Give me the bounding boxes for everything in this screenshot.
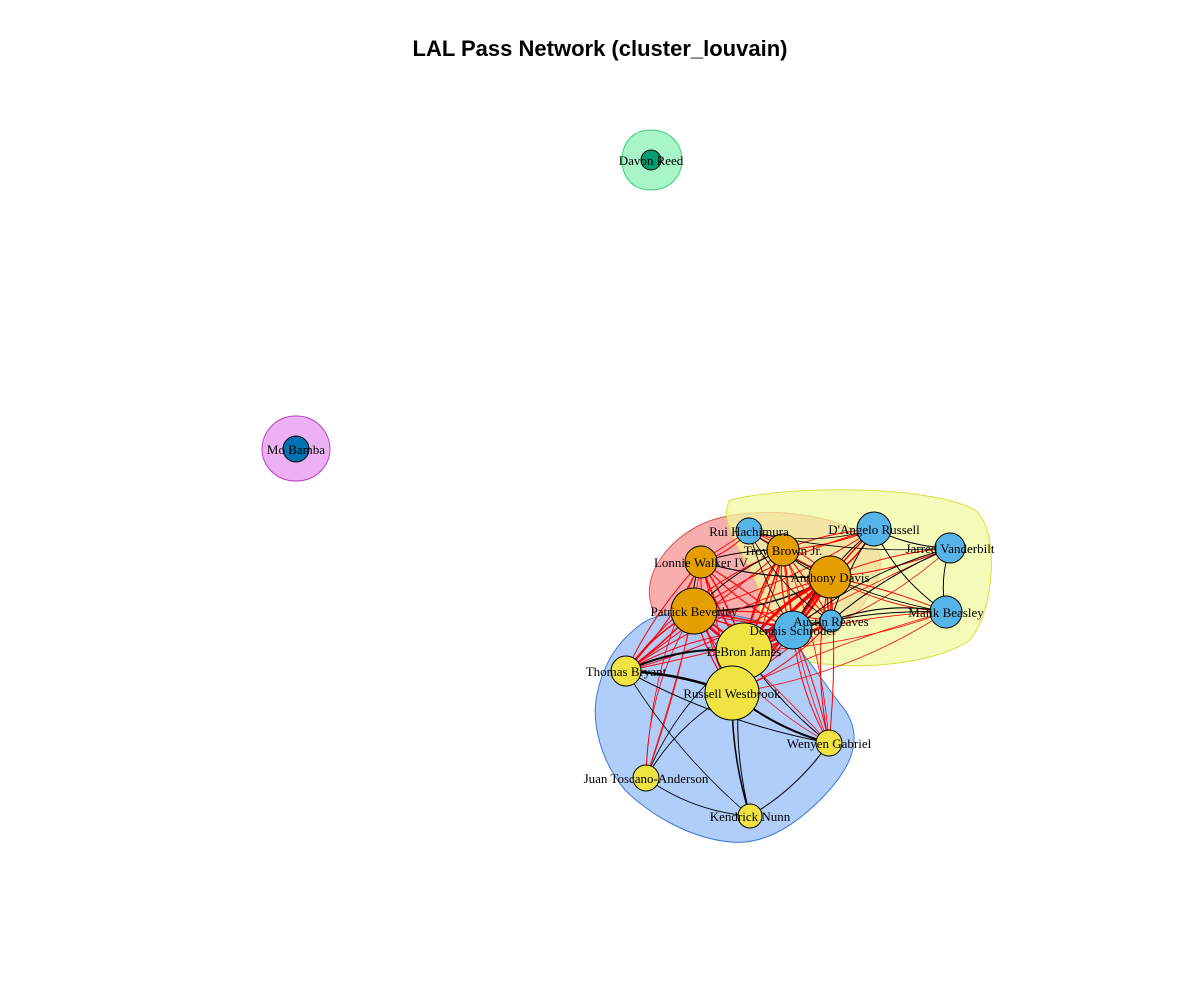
chart-title: LAL Pass Network (cluster_louvain) — [412, 36, 788, 61]
node-austin[interactable] — [819, 609, 843, 633]
label-anthony: Anthony Davis — [790, 570, 869, 585]
node-wenyen[interactable] — [815, 729, 843, 757]
label-malik: Malik Beasley — [908, 605, 984, 620]
node-rui[interactable] — [735, 517, 763, 545]
label-mobamba: Mo Bamba — [267, 442, 325, 457]
label-dennis: Dennis Schroder — [749, 623, 837, 638]
label-davon: Davon Reed — [619, 153, 684, 168]
label-thomas: Thomas Bryant — [586, 664, 667, 679]
label-rui: Rui Hachimura — [709, 524, 789, 539]
node-troy[interactable] — [766, 533, 800, 567]
label-lonnie: Lonnie Walker IV — [654, 555, 749, 570]
edge-anthony-thomas — [625, 576, 831, 672]
node-malik[interactable] — [929, 595, 963, 629]
node-juan[interactable] — [632, 764, 660, 792]
edge-rui-austin — [748, 530, 832, 622]
node-dangelo[interactable] — [856, 511, 892, 547]
node-dennis[interactable] — [773, 610, 813, 650]
edge-jarred-austin — [830, 547, 951, 622]
label-troy: Troy Brown Jr. — [744, 543, 823, 558]
label-patrick: Patrick Beverley — [651, 604, 738, 619]
edge-rui-jarred — [748, 530, 951, 551]
edge-thomas-kendrick — [625, 670, 751, 817]
player-nodes — [282, 149, 966, 829]
label-wenyen: Wenyen Gabriel — [787, 736, 872, 751]
edge-russell-malik — [731, 611, 947, 694]
label-lebron: LeBron James — [707, 644, 782, 659]
node-lonnie[interactable] — [684, 545, 718, 579]
node-patrick[interactable] — [670, 587, 718, 635]
label-kendrick: Kendrick Nunn — [710, 809, 791, 824]
label-dangelo: D'Angelo Russell — [828, 522, 920, 537]
edge-dennis-thomas — [625, 629, 794, 672]
node-thomas[interactable] — [610, 655, 642, 687]
node-jarred[interactable] — [934, 532, 966, 564]
community-hulls — [261, 129, 992, 843]
label-austin: Austin Reaves — [793, 614, 868, 629]
node-mobamba[interactable] — [282, 435, 310, 463]
node-kendrick[interactable] — [737, 803, 763, 829]
label-russell: Russell Westbrook — [683, 686, 781, 701]
edge-jarred-dennis — [792, 547, 951, 631]
label-jarred: Jarred Vanderbilt — [906, 541, 995, 556]
node-russell[interactable] — [704, 665, 760, 721]
node-anthony[interactable] — [808, 555, 852, 599]
label-juan: Juan Toscano-Anderson — [584, 771, 709, 786]
node-davon[interactable] — [640, 149, 662, 171]
edge-russell-malik — [731, 611, 947, 694]
player-labels: Davon Reed Mo Bamba Rui Hachimura D'Angelo … — [267, 153, 995, 824]
